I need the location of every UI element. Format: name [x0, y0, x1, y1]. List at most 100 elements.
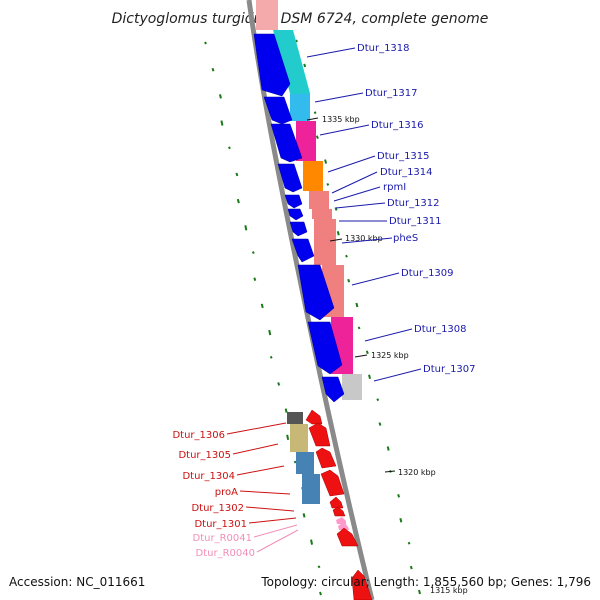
gene-arrow-dtur-1317[interactable]	[263, 96, 293, 125]
gc-skew-dash	[397, 494, 401, 498]
gc-skew-dash	[253, 277, 257, 282]
gene-arrow-dtur-1318[interactable]	[253, 33, 291, 97]
gc-skew-dash	[251, 251, 255, 254]
gc-skew-dash	[315, 135, 319, 139]
gene-arrow-dtur-1305[interactable]	[308, 422, 331, 447]
forward-strand-track	[253, 33, 345, 403]
gene-arrow-dtur-1306[interactable]	[305, 409, 323, 425]
gene-label-dtur-1317[interactable]: Dtur_1317	[365, 88, 418, 99]
gene-label-dtur-r0041[interactable]: Dtur_R0041	[193, 533, 252, 544]
gene-arrow-dtur-r0040[interactable]	[338, 522, 349, 530]
gc-skew-dash	[326, 183, 330, 186]
length-value: 1,855,560 bp	[422, 575, 503, 589]
gc-skew-dash	[336, 231, 340, 236]
gene-label-phes[interactable]: pheS	[393, 233, 418, 244]
genome-summary: Topology: circular; Length: 1,855,560 bp…	[261, 575, 591, 589]
cog-block-dtur-1307	[342, 374, 362, 400]
gene-arrow-dtur-1312[interactable]	[289, 221, 308, 237]
gc-skew-dash	[386, 446, 390, 451]
cog-block-dtur-1315	[303, 161, 323, 191]
cog-block-rpmi	[312, 209, 332, 219]
forward-gene-labels: Dtur_1318 Dtur_1317 Dtur_1316 Dtur_1315 …	[306, 43, 476, 382]
gc-skew-dash	[368, 374, 372, 380]
gene-arrow-dtur-r0041[interactable]	[336, 517, 346, 524]
gene-arrow-dtur-1309[interactable]	[297, 264, 335, 321]
ruler-tick-label: 1315 kbp	[430, 586, 468, 595]
gc-skew-dash	[228, 146, 231, 150]
gene-label-rpmi[interactable]: rpmI	[383, 182, 406, 193]
gene-label-dtur-1307[interactable]: Dtur_1307	[423, 364, 476, 375]
length-label: Length:	[373, 575, 420, 589]
gc-skew-dash	[399, 518, 403, 523]
gene-label-dtur-1312[interactable]: Dtur_1312	[387, 198, 440, 209]
cog-block-dtur-1314	[309, 191, 329, 209]
reverse-strand-track	[305, 409, 373, 600]
gene-arrow-dtur-1308[interactable]	[307, 321, 343, 375]
gene-arrow-dtur-1301[interactable]	[332, 506, 346, 517]
genes-label: Genes:	[510, 575, 553, 589]
gene-arrow-offscreen-2[interactable]	[351, 569, 373, 600]
reverse-gene-labels: Dtur_1306 Dtur_1305 Dtur_1304 proA Dtur_…	[172, 422, 299, 559]
cog-block-proa	[302, 474, 320, 504]
gene-arrow-dtur-1315[interactable]	[277, 163, 303, 193]
gc-skew-dash	[376, 398, 380, 402]
gene-label-dtur-r0040[interactable]: Dtur_R0040	[196, 548, 255, 559]
gc-skew-dash	[357, 326, 361, 330]
gc-skew-dash	[303, 63, 307, 68]
gene-arrow-offscreen[interactable]	[336, 527, 359, 547]
accession-value: NC_011661	[76, 575, 146, 589]
gene-arrow-dtur-1307[interactable]	[321, 376, 345, 403]
gene-label-dtur-1311[interactable]: Dtur_1311	[389, 216, 442, 227]
gene-arrow-rpmi[interactable]	[287, 208, 304, 221]
cog-block-dtur-1318	[273, 30, 311, 94]
gc-skew-dash	[220, 120, 224, 126]
gc-skew-dash	[345, 254, 348, 258]
cog-block-dtur-1316	[296, 121, 316, 161]
cog-block-offscreen	[256, 0, 278, 30]
cog-block-dtur-1312	[314, 219, 336, 265]
topology-label: Topology:	[261, 575, 318, 589]
ruler-tick-label: 1335 kbp	[322, 115, 360, 124]
cog-band-reverse	[287, 412, 320, 504]
gene-label-proa[interactable]: proA	[215, 487, 238, 498]
gene-label-dtur-1315[interactable]: Dtur_1315	[377, 151, 430, 162]
gc-skew-dash	[407, 541, 411, 545]
gene-arrow-dtur-1311[interactable]	[291, 238, 315, 263]
gc-skew-dash	[244, 225, 248, 231]
cog-block-dtur-1306	[287, 412, 303, 424]
gene-label-dtur-1301[interactable]: Dtur_1301	[194, 519, 247, 530]
gene-label-dtur-1316[interactable]: Dtur_1316	[371, 120, 424, 131]
cog-block-dtur-1305	[290, 424, 308, 452]
gene-label-dtur-1306[interactable]: Dtur_1306	[172, 430, 225, 441]
gc-skew-dash	[293, 460, 297, 464]
gene-label-dtur-1314[interactable]: Dtur_1314	[380, 167, 433, 178]
gene-arrow-dtur-1314[interactable]	[284, 194, 303, 209]
gc-skew-dash	[277, 382, 281, 386]
gene-label-dtur-1302[interactable]: Dtur_1302	[191, 503, 244, 514]
gc-skew-dash	[286, 434, 290, 441]
gc-skew-dash	[284, 408, 288, 413]
gc-skew-dash	[319, 591, 322, 596]
topology-value: circular	[321, 575, 366, 589]
cog-block-dtur-1317	[290, 94, 310, 121]
accession-info: Accession: NC_011661	[9, 575, 145, 589]
gc-skew-dash	[204, 41, 207, 45]
gc-skew-dash	[418, 589, 421, 595]
gene-label-dtur-1305[interactable]: Dtur_1305	[178, 450, 231, 461]
gene-label-dtur-1304[interactable]: Dtur_1304	[182, 471, 235, 482]
gene-arrow-proa[interactable]	[320, 469, 345, 497]
gc-skew-dash	[313, 111, 317, 115]
gene-label-dtur-1318[interactable]: Dtur_1318	[357, 43, 410, 54]
gene-arrow-dtur-1316[interactable]	[270, 123, 303, 163]
gene-arrow-dtur-1302[interactable]	[329, 496, 344, 509]
gc-skew-dash	[355, 302, 359, 308]
ruler-tick-label: 1330 kbp	[345, 234, 383, 243]
accession-label: Accession:	[9, 575, 73, 589]
gc-skew-dash	[302, 513, 306, 518]
gene-label-dtur-1309[interactable]: Dtur_1309	[401, 268, 454, 279]
gene-label-dtur-1308[interactable]: Dtur_1308	[414, 324, 467, 335]
gene-arrow-dtur-1304[interactable]	[315, 447, 337, 469]
gc-skew-dash	[236, 198, 240, 204]
